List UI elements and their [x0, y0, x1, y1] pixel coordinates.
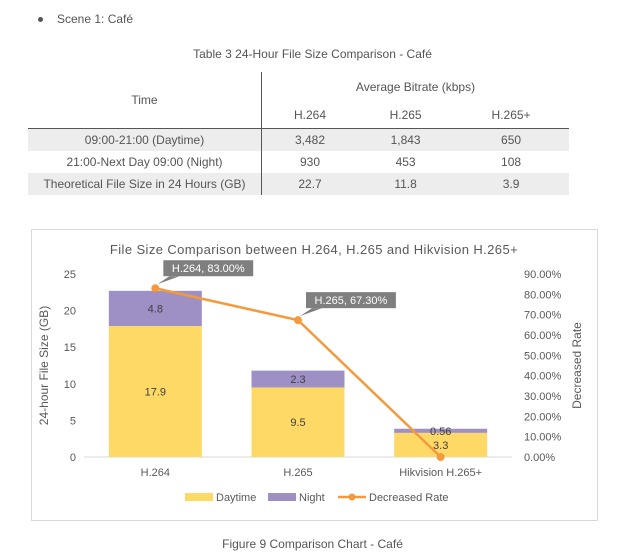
cell-value: 3.9: [453, 173, 569, 195]
y-tick-label: 25: [64, 269, 76, 281]
decreased-rate-marker: [436, 453, 445, 461]
night-data-label: 2.3: [290, 374, 305, 386]
daytime-data-label: 3.3: [433, 440, 448, 452]
scene-bullet: Scene 1: Café: [38, 12, 133, 26]
cell-value: 3,482: [261, 128, 359, 151]
y-tick-label: 10: [64, 379, 76, 391]
chart-title: File Size Comparison between H.264, H.26…: [110, 242, 518, 257]
callout-pointer: [157, 276, 180, 285]
row-label: 21:00-Next Day 09:00 (Night): [28, 151, 262, 173]
y2-tick-label: 20.00%: [524, 411, 562, 423]
legend-label-daytime: Daytime: [216, 492, 256, 504]
legend-swatch-night: [268, 493, 296, 501]
bar-night: [251, 370, 345, 388]
bitrate-group-header: Average Bitrate (kbps): [355, 80, 476, 94]
bar-daytime: [394, 432, 488, 457]
table-row: 21:00-Next Day 09:00 (Night) 930 453 108: [28, 151, 569, 173]
y-axis-title: 24-hour File Size (GB): [37, 306, 51, 425]
y-tick-label: 20: [64, 306, 76, 318]
y2-tick-label: 10.00%: [524, 432, 562, 444]
y-tick-label: 0: [70, 452, 76, 464]
x-category-label: H.264: [141, 467, 170, 479]
night-data-label: 0.56: [430, 426, 451, 438]
figure-caption: Figure 9 Comparison Chart - Café: [222, 537, 403, 551]
file-size-chart: File Size Comparison between H.264, H.26…: [37, 242, 584, 504]
codec-header-h265plus: H.265+: [453, 102, 569, 129]
legend-marker-decreased-rate: [348, 493, 356, 501]
comparison-table: Time Average Bitrate (kbps) H.264 H.265 …: [28, 72, 569, 195]
night-data-label: 4.8: [148, 303, 163, 315]
cell-value: 1,843: [358, 128, 454, 151]
cell-value: 453: [358, 151, 454, 173]
row-label: 09:00-21:00 (Daytime): [28, 128, 262, 151]
callout-label: H.265, 67.30%: [315, 295, 388, 307]
callout-box: [163, 260, 254, 277]
table-title: Table 3 24-Hour File Size Comparison - C…: [193, 47, 432, 61]
y2-axis-title: Decreased Rate: [570, 322, 584, 409]
legend-label-decreased-rate: Decreased Rate: [369, 492, 449, 504]
y2-tick-label: 0.00%: [524, 452, 555, 464]
time-header: Time: [28, 72, 262, 129]
x-category-label: Hikvision H.265+: [399, 467, 482, 479]
cell-value: 108: [453, 151, 569, 173]
y2-tick-label: 40.00%: [524, 371, 562, 383]
row-label: Theoretical File Size in 24 Hours (GB): [28, 173, 262, 195]
bar-night: [394, 428, 488, 433]
callout-pointer: [300, 308, 322, 317]
table-row: Theoretical File Size in 24 Hours (GB) 2…: [28, 173, 569, 195]
callout-label: H.264, 83.00%: [172, 263, 245, 275]
y2-tick-label: 90.00%: [524, 269, 562, 281]
chart-container: File Size Comparison between H.264, H.26…: [31, 229, 598, 521]
codec-header-h265: H.265: [358, 102, 454, 129]
daytime-data-label: 17.9: [145, 386, 166, 398]
cell-value: 650: [453, 128, 569, 151]
x-category-label: H.265: [283, 467, 312, 479]
cell-value: 930: [261, 151, 359, 173]
decreased-rate-marker: [151, 284, 160, 293]
y2-tick-label: 60.00%: [524, 330, 562, 342]
legend-label-night: Night: [299, 492, 325, 504]
bar-night: [108, 290, 202, 326]
table-row: 09:00-21:00 (Daytime) 3,482 1,843 650: [28, 128, 569, 151]
codec-header-h264: H.264: [261, 102, 359, 129]
y2-tick-label: 50.00%: [524, 350, 562, 362]
daytime-data-label: 9.5: [290, 417, 305, 429]
cell-value: 22.7: [261, 173, 359, 195]
callout-box: [306, 292, 396, 309]
table-subheader-row: H.264 H.265 H.265+: [28, 102, 569, 129]
cell-value: 11.8: [358, 173, 454, 195]
bar-daytime: [251, 387, 345, 457]
legend-swatch-daytime: [185, 493, 213, 501]
bar-daytime: [108, 325, 202, 457]
y2-tick-label: 80.00%: [524, 289, 562, 301]
y-tick-label: 15: [64, 342, 76, 354]
y2-tick-label: 70.00%: [524, 310, 562, 322]
table-header-row: Time Average Bitrate (kbps): [28, 72, 569, 129]
decreased-rate-marker: [294, 316, 302, 325]
y-tick-label: 5: [70, 415, 76, 427]
y2-tick-label: 30.00%: [524, 391, 562, 403]
bullet-dot: [38, 17, 43, 23]
scene-heading: Scene 1: Café: [57, 12, 134, 26]
